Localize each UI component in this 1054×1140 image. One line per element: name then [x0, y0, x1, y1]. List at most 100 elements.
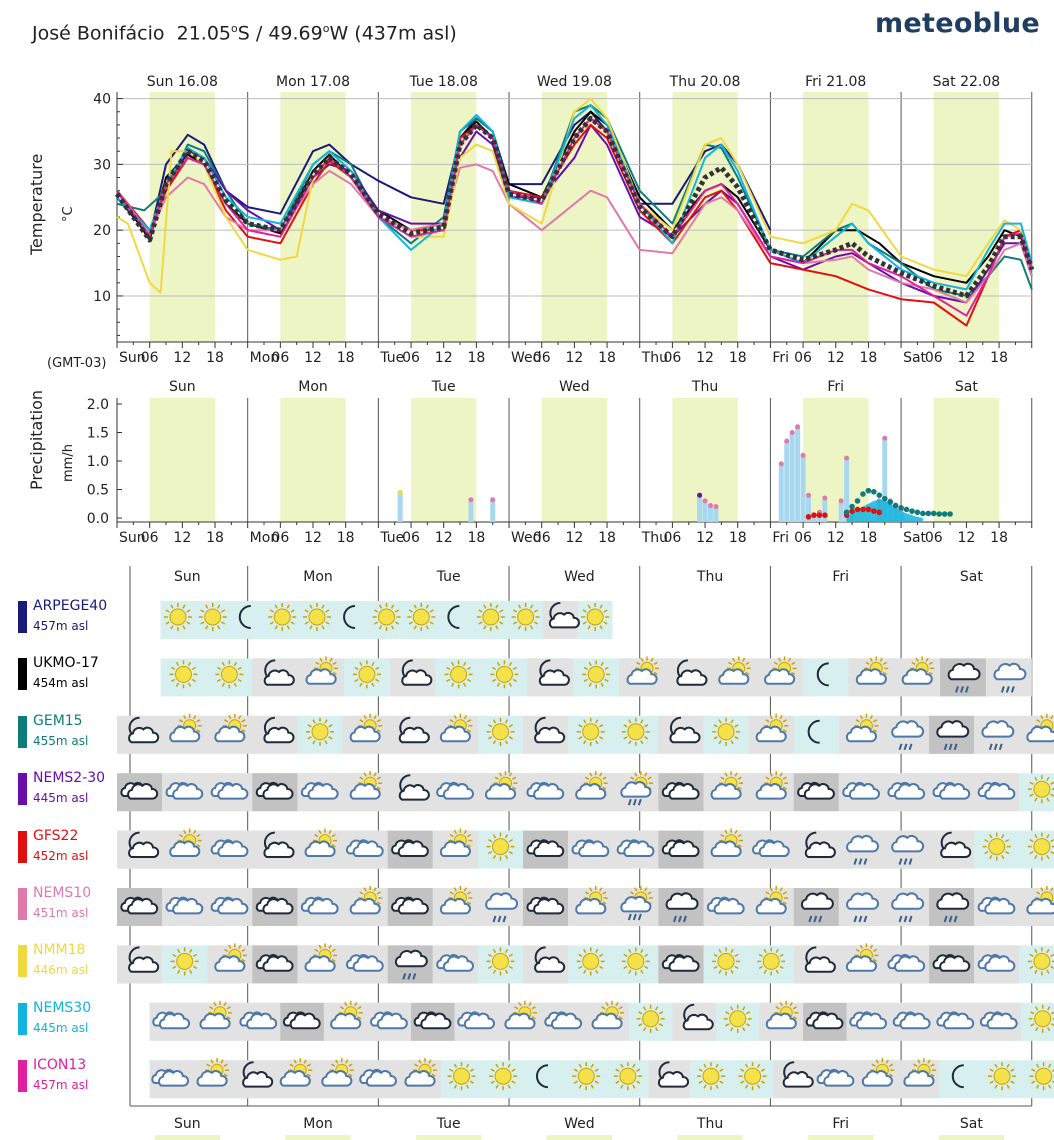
sun-ray	[269, 609, 274, 613]
sun-ray	[859, 944, 864, 949]
overcast-icon	[255, 896, 294, 915]
rain-icon	[981, 720, 1015, 751]
overcast-icon	[797, 781, 835, 800]
temp-hour-tick-label: 18	[337, 350, 355, 366]
precip-dot	[708, 502, 714, 508]
meteoblue-logo[interactable]: meteoblue	[874, 8, 1040, 39]
sun-ray	[602, 776, 607, 780]
precip-hour-tick-label: 12	[827, 530, 845, 546]
sun-ray	[324, 719, 328, 724]
rain-drop	[903, 915, 908, 923]
cloud-shape	[855, 668, 887, 685]
precip-bar	[708, 505, 714, 522]
cloud-shape	[420, 1012, 452, 1030]
temp-day-header: Mon 17.08	[276, 74, 350, 90]
sun-ray	[623, 965, 628, 970]
temp-unit-label: °C	[61, 206, 76, 222]
moon-cloud-icon	[538, 659, 570, 686]
cloud-shape	[891, 892, 925, 910]
sun-ray	[172, 965, 177, 970]
sun-ray	[763, 948, 767, 954]
model-color-swatch	[18, 945, 27, 978]
sun-ray	[1034, 834, 1038, 839]
sun-ray	[495, 1063, 499, 1068]
precip-series-dot	[871, 488, 877, 495]
sun-ray	[1047, 1006, 1051, 1011]
sun-ray	[490, 1080, 495, 1084]
cloud-icon	[544, 1011, 583, 1030]
sun-ray	[512, 678, 517, 683]
sun-disc	[220, 665, 238, 683]
precip-series-dot	[898, 504, 904, 511]
sun-ray	[782, 776, 787, 780]
sun-ray	[487, 965, 493, 970]
sun-ray	[394, 609, 400, 613]
cloud-shape	[891, 835, 925, 853]
overcast-icon	[283, 1011, 321, 1030]
sun-ray	[492, 719, 497, 724]
cloud-icon	[980, 1011, 1018, 1030]
temp-series-line	[116, 97, 1033, 294]
cloud-shape	[548, 611, 580, 629]
rain-drop	[988, 743, 993, 751]
sun-ray	[318, 944, 322, 949]
model-name: NMM18	[33, 942, 86, 959]
temp-hour-tick-label: 18	[467, 350, 485, 366]
sun-ray	[492, 834, 497, 839]
sun-ray	[994, 1084, 998, 1089]
sun-ray	[583, 678, 588, 683]
icon-panel-day-footer: Tue	[436, 1116, 461, 1132]
icon-panel-day-footer: Fri	[832, 1116, 849, 1132]
cloud-icon	[165, 896, 204, 915]
sun-ray	[504, 969, 509, 974]
sun-ray	[466, 891, 472, 895]
sun-ray	[599, 887, 603, 892]
temp-hour-tick-label: 06	[925, 350, 943, 366]
cloud-shape	[894, 955, 926, 972]
sun-icon	[576, 947, 605, 976]
sun-ray	[165, 609, 170, 613]
sun-ray	[512, 776, 517, 780]
cloud-icon	[359, 1068, 397, 1087]
cloud-shape	[939, 955, 971, 972]
rain-drop	[808, 915, 813, 923]
cloud-shape	[848, 783, 881, 800]
sun-ray	[533, 621, 539, 625]
cloud-shape	[575, 897, 607, 915]
sun-ray	[872, 719, 878, 723]
precip-hour-tick-label: 18	[859, 530, 877, 546]
icon-panel-day-footer: Sat	[960, 1116, 983, 1132]
cloud-shape	[861, 1070, 893, 1087]
sun-cloud-icon	[304, 828, 338, 857]
sun-cloud-icon	[1026, 713, 1054, 743]
sun-ray	[718, 969, 722, 974]
precip-series-dot	[811, 512, 817, 518]
cloud-icon	[752, 839, 790, 857]
sun-icon	[636, 1004, 665, 1033]
cloud-shape	[217, 840, 249, 857]
sun-ray	[1005, 838, 1010, 843]
cloud-shape	[307, 897, 339, 915]
sun-ray	[647, 776, 652, 780]
moon-icon	[816, 662, 829, 687]
rain-drop	[677, 915, 682, 923]
cloud-shape	[845, 725, 878, 743]
sun-ray	[719, 1068, 724, 1072]
sun-ray	[1031, 1068, 1036, 1072]
sun-ray	[192, 953, 198, 958]
moon-cloud-icon	[782, 1061, 814, 1088]
temp-hour-tick-label: 12	[565, 350, 583, 366]
sun-icon	[486, 717, 515, 746]
cloud-shape	[812, 1012, 844, 1030]
sun-disc	[412, 608, 430, 626]
sun-ray	[1040, 887, 1044, 892]
sun-ray	[325, 609, 330, 613]
moon-cloud-icon	[401, 659, 433, 686]
sun-ray	[603, 621, 608, 625]
heavy-rain-icon	[947, 662, 981, 693]
sun-ray	[413, 625, 417, 630]
cloud-shape	[551, 1012, 583, 1030]
sun-ray	[1036, 891, 1041, 895]
cloud-shape	[365, 1070, 397, 1087]
sun-ray	[720, 833, 725, 838]
